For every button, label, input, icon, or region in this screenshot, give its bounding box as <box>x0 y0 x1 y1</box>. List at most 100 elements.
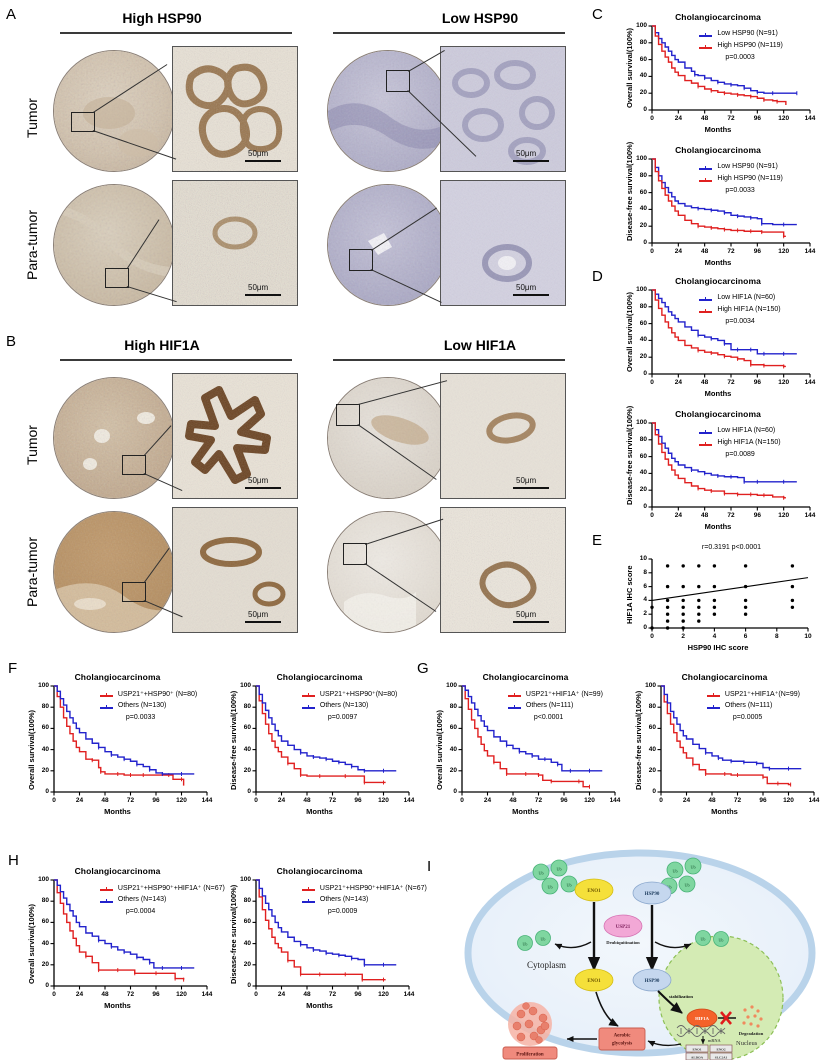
x-tick-label: 72 <box>126 797 135 804</box>
survival-curve <box>54 879 185 980</box>
x-axis-label: Months <box>306 1001 333 1010</box>
legend-censor-tick <box>705 165 707 170</box>
panel-b-overview-tumor-low <box>327 377 449 499</box>
y-tick-label: 20 <box>449 766 457 774</box>
survival-curve <box>652 289 797 355</box>
y-axis-label: Disease-free survival(100%) <box>625 405 634 505</box>
svg-text:SLC2A1: SLC2A1 <box>715 1055 728 1059</box>
svg-text:ALDOA: ALDOA <box>691 1055 704 1059</box>
p-value-annotation: p=0.0033 <box>125 714 156 721</box>
svg-text:Ub: Ub <box>666 885 671 890</box>
x-tick-label: 72 <box>727 512 735 519</box>
x-axis-label: Months <box>104 1001 131 1010</box>
y-axis-label: Disease-free survival(100%) <box>229 690 238 790</box>
legend-censor-tick <box>513 704 515 709</box>
panel-letter-c: C <box>592 6 603 23</box>
x-tick-label: 72 <box>534 797 543 804</box>
x-tick-label: 96 <box>753 248 761 255</box>
x-tick-label: 120 <box>378 797 389 804</box>
y-axis-label: Overall survival(100%) <box>625 291 634 372</box>
scatter-point <box>681 584 685 589</box>
chart-g-disease-free-survival: Cholangiocarcinoma 0 24 48 72 96 120 144 0 20 40 60… <box>627 672 822 822</box>
y-tick-label: 80 <box>639 435 647 443</box>
p-value-annotation: p<0.0001 <box>533 714 564 721</box>
panel-b-zoom-tumor-low <box>440 373 566 499</box>
nucleus-label: Nucleus <box>736 1040 758 1047</box>
legend-censor-tick <box>307 898 309 903</box>
legend-label: Others (N=143) <box>117 896 167 903</box>
panel-a-scalebar-line-4 <box>513 294 549 296</box>
x-tick-label: 24 <box>682 797 691 804</box>
scatter-point <box>790 564 795 568</box>
legend-censor-tick <box>712 704 714 709</box>
svg-text:ENO2: ENO2 <box>716 1047 725 1051</box>
panel-letter-a: A <box>6 6 17 23</box>
survival-curve <box>256 879 386 981</box>
correlation-annotation: r=0.3191 p<0.0001 <box>701 544 762 551</box>
panel-a-overview-para-high <box>53 184 175 306</box>
x-tick-label: 144 <box>201 991 213 998</box>
scatter-point <box>712 605 717 609</box>
hif1a-node <box>686 1008 718 1028</box>
x-axis-label: Months <box>306 807 333 816</box>
panel-b-zoom-para-low <box>440 507 566 633</box>
cytoplasm-label: Cytoplasm <box>527 960 566 970</box>
legend-censor-tick <box>105 692 107 697</box>
svg-text:ENO1: ENO1 <box>692 1047 701 1051</box>
y-tick-label: 60 <box>41 918 49 926</box>
p-value-annotation: p=0.0004 <box>125 908 156 915</box>
x-tick-label: 8 <box>774 633 779 640</box>
ub-cluster-eno1: Ub Ub Ub Ub <box>532 859 578 895</box>
survival-curve <box>652 25 797 94</box>
legend-censor-tick <box>705 441 707 446</box>
y-tick-label: 100 <box>636 286 647 293</box>
chart-h-overall-survival: Cholangiocarcinoma 0 24 48 72 96 120 144 0 20 40 60… <box>20 866 225 1016</box>
legend-label: Low HIF1A (N=60) <box>717 294 776 301</box>
y-tick-label: 0 <box>643 624 647 631</box>
survival-curve <box>652 422 786 499</box>
survival-curve <box>54 685 185 786</box>
legend-censor-tick <box>307 704 309 709</box>
y-axis-label: Disease-free survival(100%) <box>634 690 643 790</box>
p-value-annotation: p=0.0003 <box>725 54 755 61</box>
y-tick-label: 0 <box>643 370 647 377</box>
x-tick-label: 144 <box>201 797 213 804</box>
panel-b-roi-para-high <box>122 582 146 602</box>
gene-box-group: ENO1 ENO2 ALDOA SLC2A1 <box>685 1044 733 1060</box>
svg-text:Ub: Ub <box>684 883 689 888</box>
x-tick-label: 0 <box>52 991 56 998</box>
panel-letter-h: H <box>8 852 19 869</box>
y-tick-label: 60 <box>648 724 656 732</box>
legend-censor-tick <box>705 308 707 313</box>
p-value-annotation: p=0.0033 <box>725 187 755 194</box>
chart-d-overall-survival: Cholangiocarcinoma 0 24 48 72 96 120 144 0 20 40 60… <box>618 276 818 404</box>
y-tick-label: 0 <box>652 788 656 795</box>
degradation-fragments <box>742 1005 763 1028</box>
panel-a-rule-left <box>60 32 292 34</box>
scatter-point <box>743 564 748 568</box>
panel-letter-d: D <box>592 268 603 285</box>
legend-censor-tick <box>705 32 707 37</box>
y-tick-label: 40 <box>639 205 647 213</box>
legend-label: USP21⁺+HSP90⁺ (N=80) <box>117 691 198 698</box>
y-tick-label: 100 <box>240 682 251 689</box>
svg-text:USP21: USP21 <box>616 925 631 930</box>
panel-a-scalebar-line-2 <box>513 160 549 162</box>
scatter-point <box>697 612 701 616</box>
legend-label: High HSP90 (N=119) <box>717 42 783 49</box>
panel-b-scalebar-line-2 <box>513 487 549 489</box>
x-tick-label: 120 <box>176 991 187 998</box>
y-tick-label: 100 <box>38 682 49 689</box>
scatter-point <box>681 626 685 630</box>
x-tick-label: 0 <box>650 633 654 640</box>
svg-text:Ub: Ub <box>523 941 528 946</box>
x-tick-label: 72 <box>727 115 735 122</box>
stabilization-label: stabilization <box>669 994 693 999</box>
x-tick-label: 0 <box>650 248 654 255</box>
y-tick-label: 0 <box>247 982 251 989</box>
panel-a-row-label-paratumor: Para-tumor <box>24 209 40 281</box>
x-tick-label: 72 <box>727 248 735 255</box>
y-tick-label: 40 <box>648 745 656 753</box>
p-value-annotation: p=0.0034 <box>725 318 755 325</box>
y-tick-label: 80 <box>41 703 49 711</box>
